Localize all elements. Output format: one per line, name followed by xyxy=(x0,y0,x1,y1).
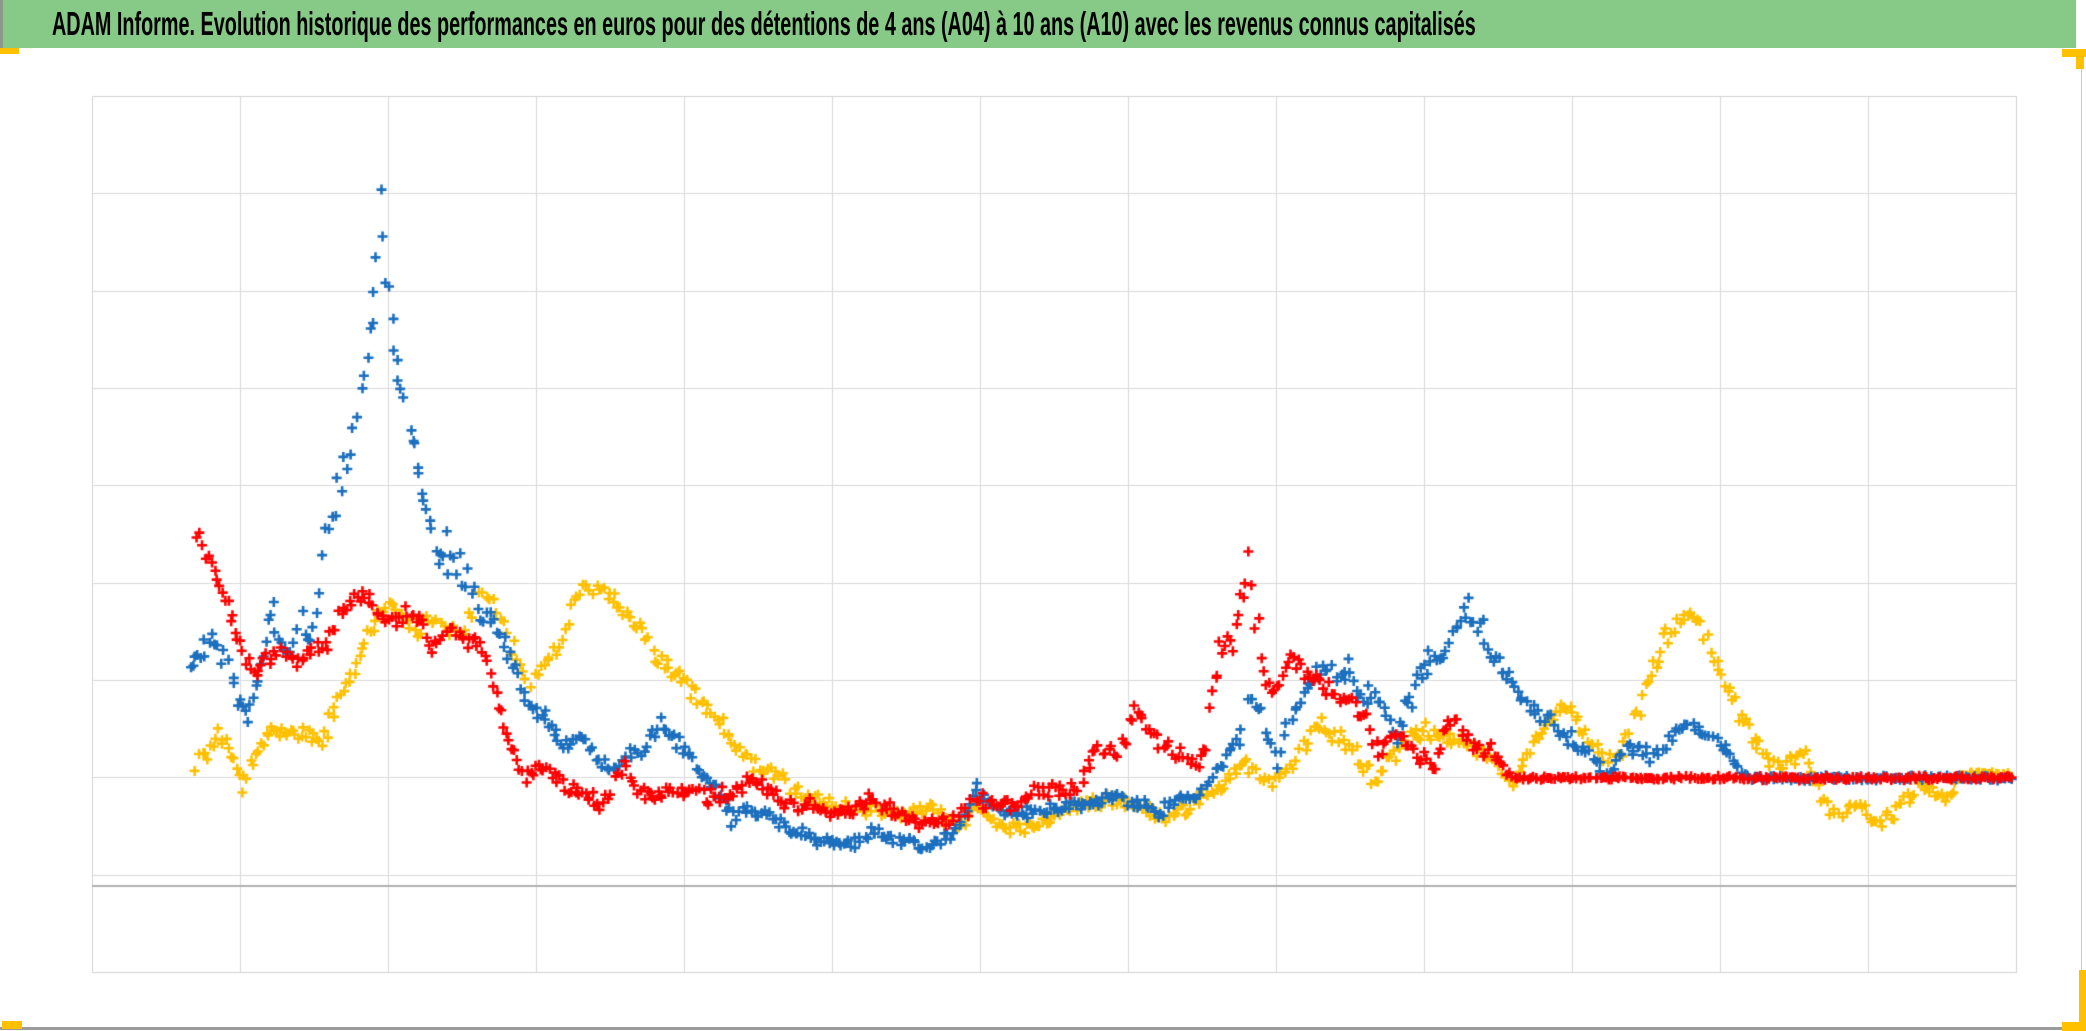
accent-corner-bottom-right-v xyxy=(2079,970,2086,1031)
accent-corner-bottom-right-h xyxy=(2062,1022,2086,1031)
sheet-bottom-edge xyxy=(0,1027,2086,1030)
accent-corner-bottom-left xyxy=(2,1021,22,1029)
sheet-right-edge xyxy=(2081,68,2082,971)
accent-corner-top-right-h xyxy=(2062,49,2086,57)
accent-corner-top-left xyxy=(0,48,19,54)
accent-corner-top-right-v xyxy=(2076,49,2084,69)
